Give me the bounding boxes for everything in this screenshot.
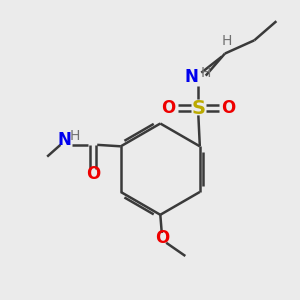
Text: O: O <box>222 99 236 117</box>
Text: O: O <box>155 229 169 247</box>
Text: S: S <box>191 98 206 118</box>
Text: H: H <box>200 66 211 80</box>
Text: N: N <box>58 131 72 149</box>
Text: N: N <box>185 68 199 86</box>
Text: O: O <box>86 165 100 183</box>
Text: H: H <box>221 34 232 48</box>
Text: O: O <box>161 99 175 117</box>
Text: H: H <box>69 129 80 143</box>
